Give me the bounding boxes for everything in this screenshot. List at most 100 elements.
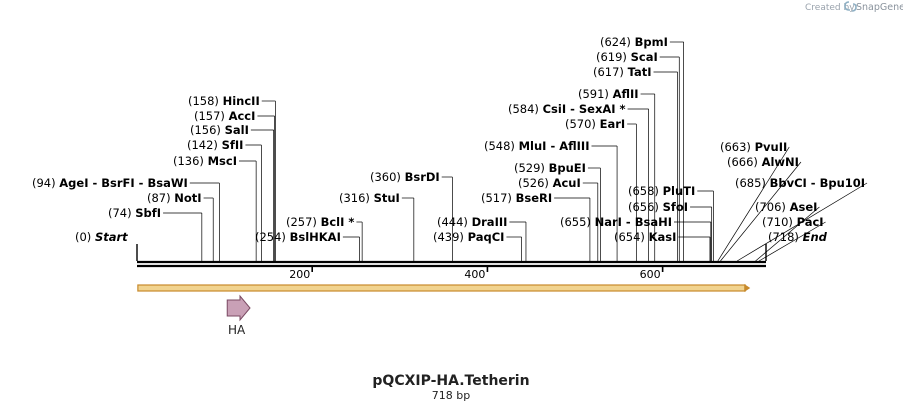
site-label-2[interactable]: (87) NotI [147, 191, 202, 205]
sequence-backbone [137, 260, 766, 268]
site-label-23[interactable]: (619) ScaI [596, 50, 658, 64]
site-position: (158) [188, 94, 223, 108]
orf-bar [137, 284, 751, 292]
site-name: PaqCI [468, 230, 505, 244]
site-position: (619) [596, 50, 631, 64]
site-position: (617) [593, 65, 628, 79]
ruler-tick-label-600: 600 [640, 268, 661, 281]
site-name: BbvCI - Bpu10I [770, 176, 865, 190]
site-name: BsrDI [405, 170, 440, 184]
ruler-tick-label-200: 200 [289, 268, 310, 281]
site-label-24[interactable]: (624) BpmI [600, 35, 668, 49]
site-name: BpmI [635, 35, 668, 49]
site-position: (548) [484, 139, 519, 153]
site-position: (316) [339, 191, 374, 205]
site-label-32[interactable]: (706) AseI [755, 200, 817, 214]
feature-ha[interactable]: HA [226, 294, 251, 337]
site-position: (656) [628, 200, 663, 214]
site-label-13[interactable]: (439) PaqCI [433, 230, 504, 244]
site-position: (254) [255, 230, 290, 244]
site-name: SalI [225, 123, 249, 137]
site-label-16[interactable]: (517) BseRI [481, 191, 552, 205]
site-label-4[interactable]: (136) MscI [173, 154, 237, 168]
site-position: (706) [755, 200, 790, 214]
site-label-6[interactable]: (156) SalI [190, 123, 249, 137]
site-position: (654) [614, 230, 649, 244]
site-label-0[interactable]: (0) Start [75, 230, 128, 244]
site-name: BpuEI [549, 161, 586, 175]
site-label-18[interactable]: (529) BpuEI [514, 161, 586, 175]
site-name: NarI - BsaHI [595, 215, 672, 229]
site-label-17[interactable]: (526) AcuI [518, 176, 581, 190]
brand-name: SnapGene [856, 2, 903, 13]
ruler-tick-label-400: 400 [464, 268, 485, 281]
site-position: (74) [108, 206, 135, 220]
site-label-8[interactable]: (158) HincII [188, 94, 260, 108]
site-position: (94) [32, 176, 59, 190]
site-name: BclI * [321, 215, 355, 229]
site-position: (529) [514, 161, 549, 175]
site-name: PacI [797, 215, 824, 229]
site-position: (136) [173, 154, 208, 168]
site-label-12[interactable]: (360) BsrDI [370, 170, 440, 184]
site-label-34[interactable]: (718) End [768, 230, 828, 244]
site-position: (0) [75, 230, 95, 244]
site-position: (624) [600, 35, 635, 49]
site-name: AflII [613, 87, 639, 101]
site-label-11[interactable]: (316) StuI [339, 191, 400, 205]
site-label-31[interactable]: (685) BbvCI - Bpu10I [735, 176, 865, 190]
site-position: (157) [194, 109, 229, 123]
site-label-27[interactable]: (656) SfoI [628, 200, 688, 214]
created-by-text: Created by [805, 3, 855, 13]
site-name: KasI [649, 230, 677, 244]
map-length: 718 bp [432, 389, 470, 402]
map-title: pQCXIP-HA.Tetherin [372, 373, 529, 389]
site-name: HincII [223, 94, 260, 108]
site-position: (718) [768, 230, 803, 244]
site-name: AccI [229, 109, 256, 123]
site-label-15[interactable]: (548) MluI - AflIII [484, 139, 590, 153]
site-position: (591) [578, 87, 613, 101]
site-position: (156) [190, 123, 225, 137]
site-label-1[interactable]: (74) SbfI [108, 206, 161, 220]
site-label-26[interactable]: (654) KasI [614, 230, 676, 244]
site-label-9[interactable]: (254) BslHKAI [255, 230, 341, 244]
ha-feature-label: HA [228, 323, 246, 337]
site-position: (685) [735, 176, 770, 190]
site-position: (526) [518, 176, 553, 190]
site-label-22[interactable]: (617) TatI [593, 65, 652, 79]
site-connector-29 [717, 146, 790, 262]
site-position: (663) [720, 140, 755, 154]
site-position: (658) [628, 184, 663, 198]
site-label-10[interactable]: (257) BclI * [286, 215, 354, 229]
site-label-5[interactable]: (142) SfII [187, 138, 243, 152]
site-connector-30 [720, 161, 802, 262]
site-label-29[interactable]: (663) PvuII [720, 140, 787, 154]
site-name: AseI [790, 200, 818, 214]
site-name: SfoI [663, 200, 688, 214]
site-label-33[interactable]: (710) PacI [762, 215, 824, 229]
site-name: SfII [222, 138, 244, 152]
site-label-21[interactable]: (591) AflII [578, 87, 639, 101]
snapgene-watermark: Created by SnapGene [805, 1, 903, 13]
site-label-19[interactable]: (570) EarI [565, 117, 625, 131]
site-position: (517) [481, 191, 516, 205]
orf-bar-arrowhead [744, 284, 751, 292]
site-name: NotI [174, 191, 201, 205]
site-label-20[interactable]: (584) CsiI - SexAI * [508, 102, 626, 116]
site-label-30[interactable]: (666) AlwNI [727, 155, 799, 169]
site-label-3[interactable]: (94) AgeI - BsrFI - BsaWI [32, 176, 188, 190]
site-name: Start [95, 230, 128, 244]
site-label-7[interactable]: (157) AccI [194, 109, 255, 123]
site-name: DraIII [472, 215, 508, 229]
site-position: (142) [187, 138, 222, 152]
ruler-ticks: 200 400 600 [289, 267, 664, 281]
site-position: (87) [147, 191, 174, 205]
site-label-25[interactable]: (655) NarI - BsaHI [560, 215, 672, 229]
site-position: (444) [437, 215, 472, 229]
ha-feature-arrow[interactable] [226, 294, 251, 322]
site-label-28[interactable]: (658) PluTI [628, 184, 695, 198]
site-label-14[interactable]: (444) DraIII [437, 215, 507, 229]
site-name: MluI - AflIII [519, 139, 590, 153]
